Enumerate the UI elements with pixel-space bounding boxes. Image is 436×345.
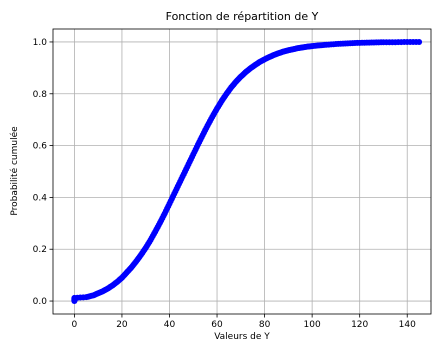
- x-tick-label: 100: [304, 320, 321, 330]
- y-tick-label: 0.8: [33, 90, 48, 100]
- y-tick-label: 1.0: [33, 38, 48, 48]
- y-tick-label: 0.4: [33, 193, 48, 203]
- y-tick-label: 0.2: [33, 245, 47, 255]
- x-tick-label: 140: [399, 320, 416, 330]
- x-tick-label: 0: [72, 320, 78, 330]
- y-tick-label: 0.6: [33, 142, 48, 152]
- x-tick-label: 120: [351, 320, 368, 330]
- chart-title: Fonction de répartition de Y: [166, 10, 319, 23]
- x-tick-label: 20: [116, 320, 128, 330]
- data-point: [416, 38, 423, 45]
- y-axis: 0.0 0.2 0.4 0.6 0.8 1.0: [33, 38, 53, 307]
- plot-area: [52, 28, 432, 315]
- x-axis-label: Valeurs de Y: [214, 332, 270, 342]
- x-tick-label: 60: [211, 320, 223, 330]
- y-axis-label: Probabilité cumulée: [9, 126, 20, 216]
- data-series: [71, 38, 423, 305]
- x-tick-label: 40: [164, 320, 176, 330]
- x-tick-label: 80: [259, 320, 271, 330]
- x-axis: 0 20 40 60 80 100 120 140: [72, 314, 416, 330]
- y-tick-label: 0.0: [33, 297, 48, 307]
